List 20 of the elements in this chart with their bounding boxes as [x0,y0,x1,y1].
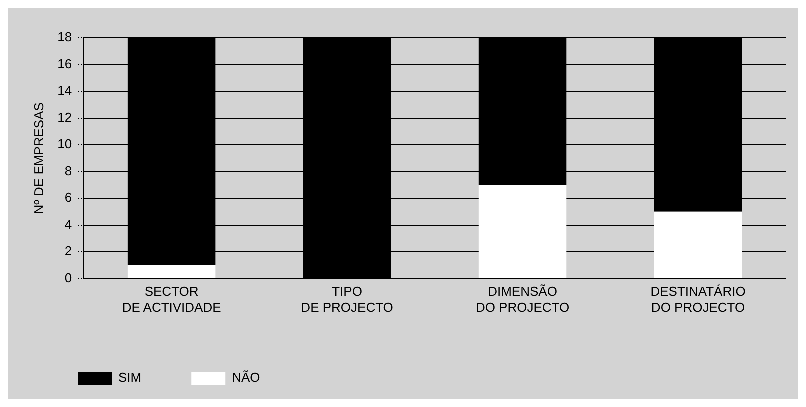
y-tick-label: 0 [64,270,72,286]
bar [128,265,216,278]
y-tick-label: 6 [64,190,72,206]
y-tick-label: 4 [64,216,72,232]
legend-label: SIM [118,370,142,386]
y-tick-label: 10 [58,136,72,152]
y-tick-label: 14 [58,83,72,98]
x-tick-label: TIPO DE PROJECTO [301,284,394,315]
y-tick-label: 12 [58,110,72,125]
y-axis-title: Nº DE EMPRESAS [31,102,46,214]
x-tick-label: SECTOR DE ACTIVIDADE [122,284,222,315]
y-tick-label: 2 [64,244,72,259]
x-tick-label: DESTINATÁRIO DO PROJECTO [650,284,746,315]
bar [654,212,742,278]
legend-label: NÃO [232,370,260,386]
y-tick-label: 18 [58,30,72,45]
y-tick-label: 16 [58,56,72,72]
y-tick-label: 8 [64,163,72,178]
bar [478,185,567,278]
x-tick-label: DIMENSÃO DO PROJECTO [476,284,570,315]
